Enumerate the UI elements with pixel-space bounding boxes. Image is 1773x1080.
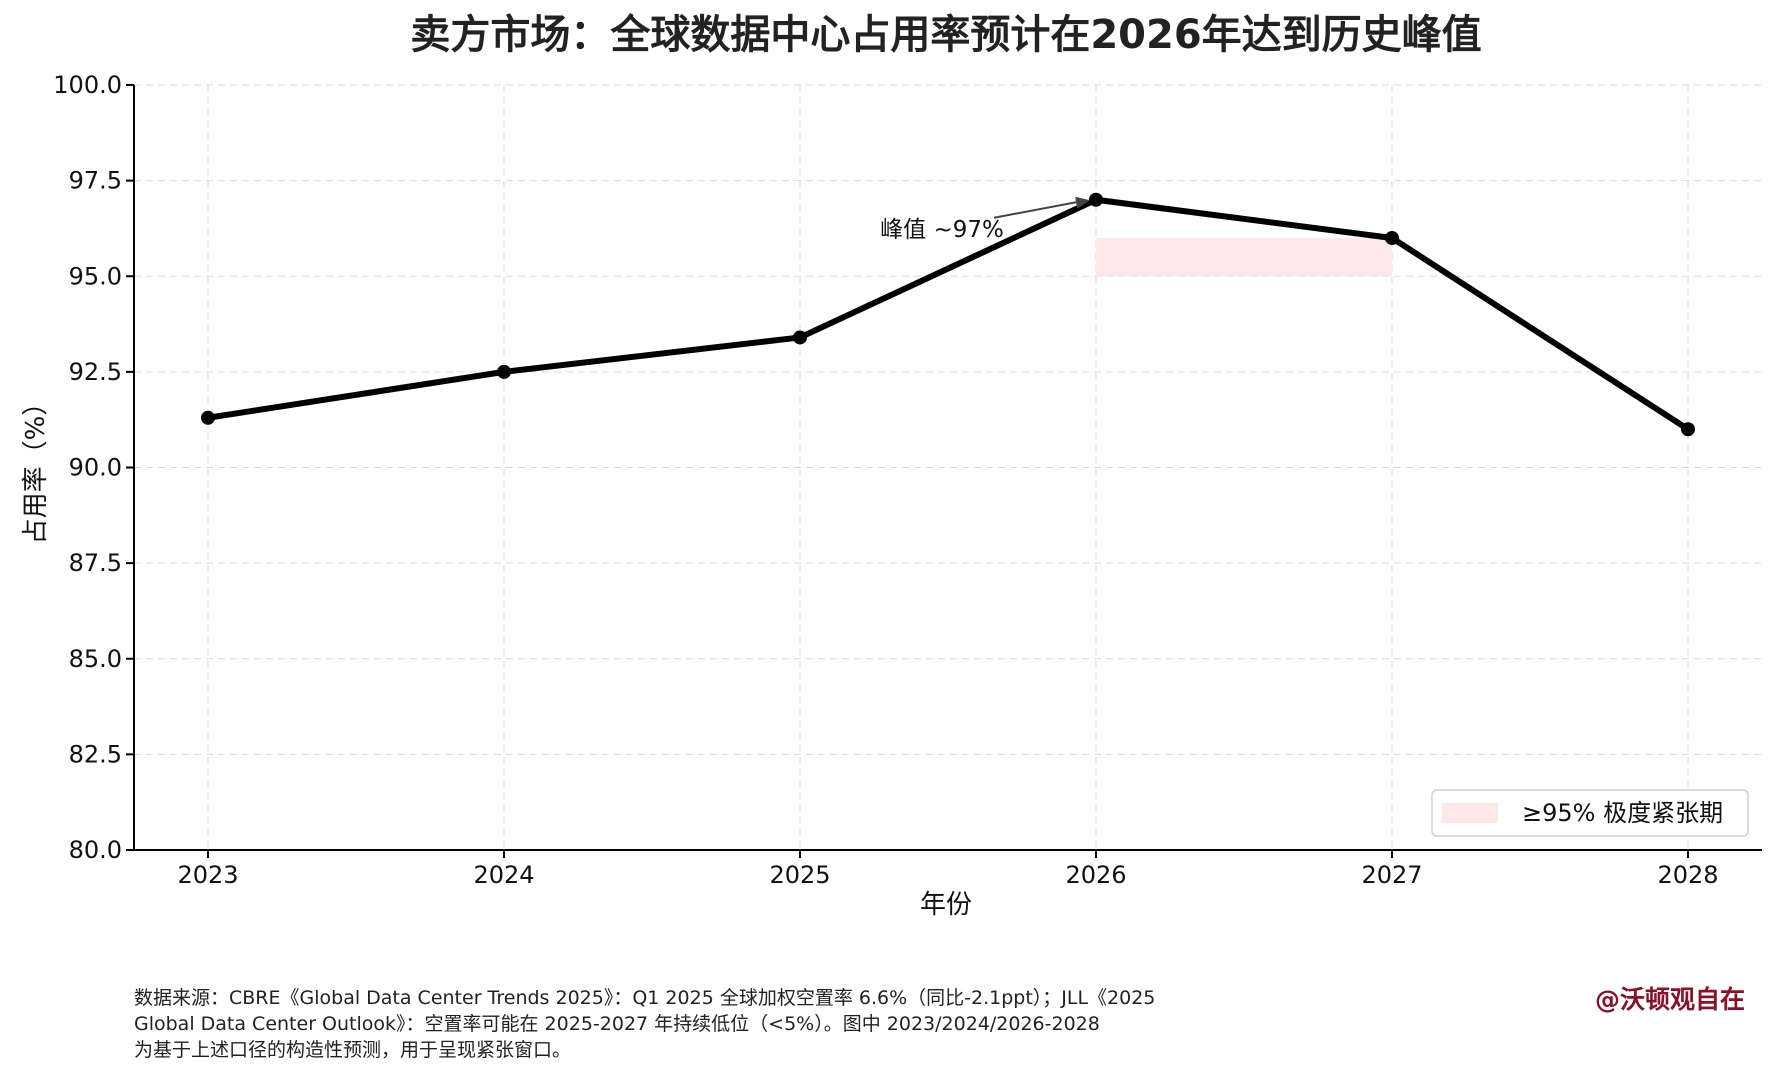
- shaded-band-layer: [1096, 238, 1392, 277]
- data-point: [1089, 192, 1103, 207]
- grid: [134, 84, 1762, 850]
- y-tick-label: 92.5: [69, 358, 122, 386]
- legend-swatch: [1442, 803, 1498, 823]
- annotation-arrow: [993, 199, 1085, 219]
- legend-label: ≥95% 极度紧张期: [1522, 799, 1723, 827]
- data-point: [201, 410, 215, 425]
- x-tick-label: 2025: [769, 861, 830, 889]
- shaded-band: [1096, 238, 1392, 277]
- y-tick-label: 80.0: [69, 836, 122, 864]
- x-tick-label: 2023: [177, 861, 238, 889]
- x-tick-label: 2028: [1657, 861, 1718, 889]
- data-point: [1681, 422, 1695, 437]
- series-line: [205, 196, 1691, 433]
- y-tick-label: 95.0: [69, 262, 122, 290]
- x-tick-label: 2024: [473, 861, 534, 889]
- data-point: [793, 330, 807, 345]
- x-tick-label: 2027: [1361, 861, 1422, 889]
- legend: ≥95% 极度紧张期: [1431, 789, 1749, 837]
- y-axis-title: 占用率（%）: [21, 390, 51, 545]
- y-tick-label: 82.5: [69, 740, 122, 768]
- y-ticks: 80.0 82.5 85.0 87.5 90.0 92.5 95.0 97.5 100.0: [53, 71, 134, 864]
- x-ticks: 2023 2024 2025 2026 2027 2028: [177, 850, 1719, 889]
- annotation-arrowhead: [1075, 196, 1090, 209]
- peak-annotation: 峰值 ~97%: [880, 196, 1090, 243]
- series-layer: [201, 192, 1695, 437]
- source-note: 数据来源：CBRE《Global Data Center Trends 2025…: [134, 987, 1156, 1061]
- x-tick-label: 2026: [1065, 861, 1126, 889]
- x-axis-title: 年份: [920, 890, 972, 920]
- chart-title: 卖方市场：全球数据中心占用率预计在2026年达到历史峰值: [410, 12, 1481, 58]
- annotation-text: 峰值 ~97%: [880, 217, 1004, 243]
- legend-box: [1431, 789, 1749, 837]
- data-point: [1385, 231, 1399, 245]
- data-point: [497, 364, 511, 379]
- y-tick-label: 97.5: [69, 167, 122, 195]
- y-tick-label: 100.0: [53, 71, 122, 99]
- y-tick-label: 85.0: [69, 645, 122, 673]
- watermark: @沃顿观自在: [1594, 985, 1745, 1014]
- y-tick-label: 90.0: [69, 454, 122, 482]
- y-tick-label: 87.5: [69, 549, 122, 577]
